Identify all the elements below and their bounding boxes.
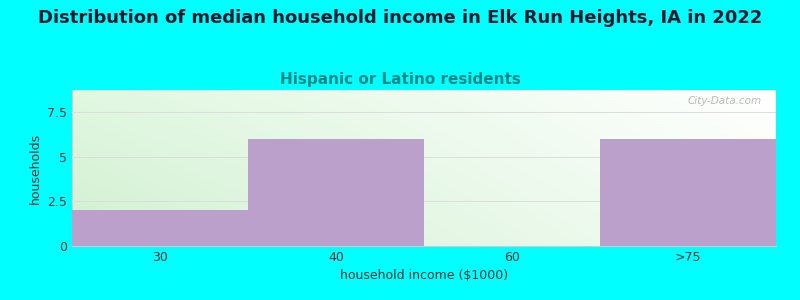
Bar: [248, 139, 424, 246]
Y-axis label: households: households: [29, 132, 42, 204]
Text: Hispanic or Latino residents: Hispanic or Latino residents: [279, 72, 521, 87]
Bar: [72, 210, 248, 246]
Text: City-Data.com: City-Data.com: [688, 96, 762, 106]
Bar: [600, 139, 776, 246]
X-axis label: household income ($1000): household income ($1000): [340, 269, 508, 282]
Text: Distribution of median household income in Elk Run Heights, IA in 2022: Distribution of median household income …: [38, 9, 762, 27]
